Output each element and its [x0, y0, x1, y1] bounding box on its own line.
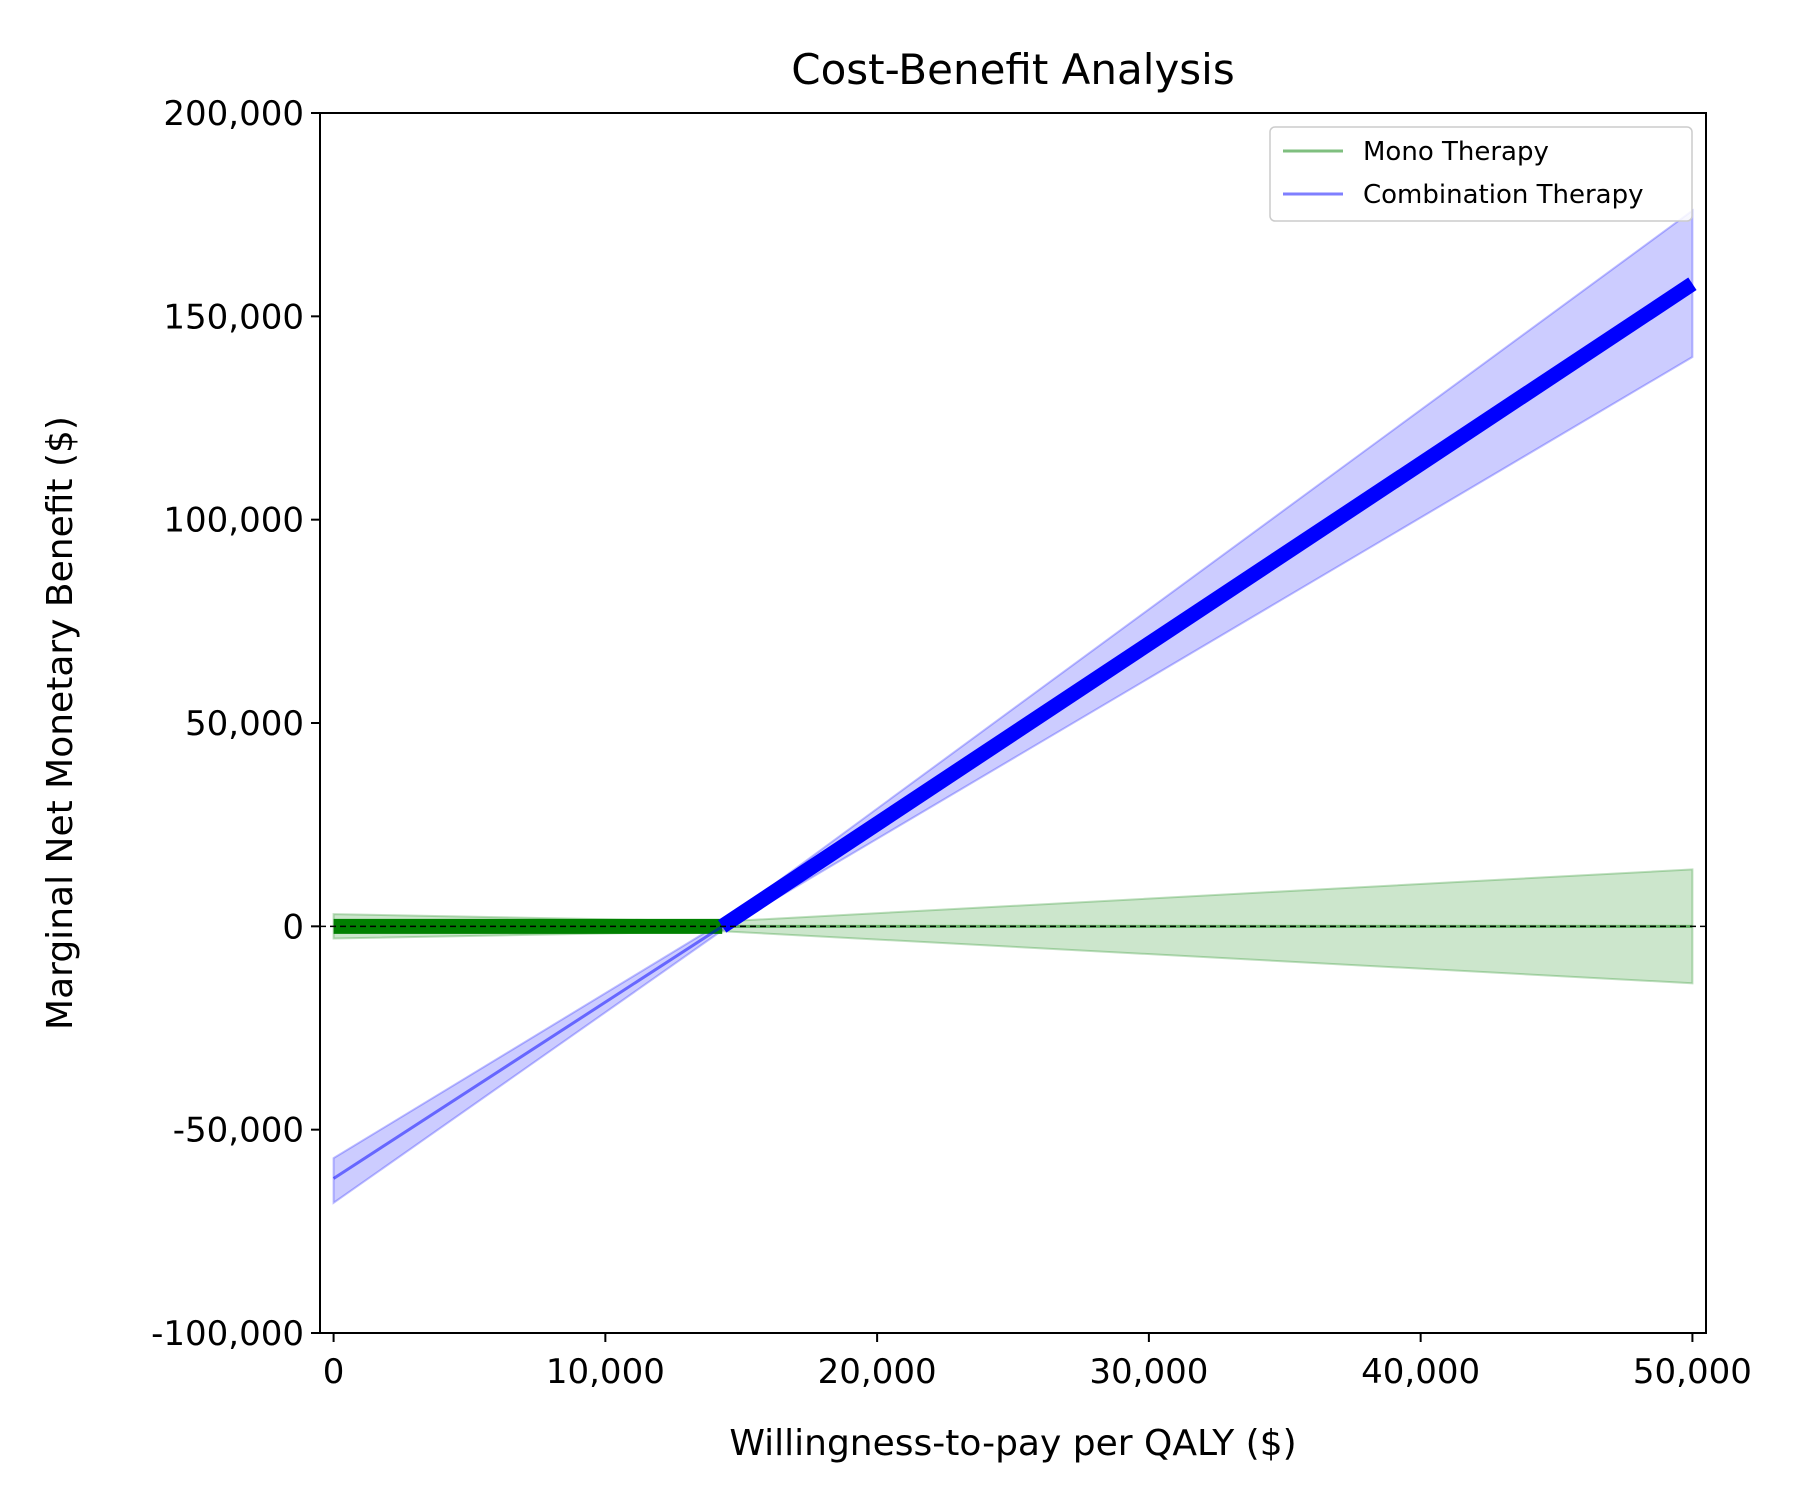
x-axis-label: Willingness-to-pay per QALY ($) [729, 1423, 1296, 1464]
x-tick-label: 20,000 [818, 1352, 937, 1392]
ci-band-combination-therapy [334, 211, 1693, 1203]
y-tick-label: -100,000 [151, 1314, 304, 1354]
legend-label-mono-therapy: Mono Therapy [1363, 137, 1549, 167]
y-tick-label: 100,000 [163, 501, 304, 541]
legend-label-combination-therapy: Combination Therapy [1363, 180, 1643, 210]
x-tick-label: 10,000 [546, 1352, 665, 1392]
x-tick-label: 0 [323, 1352, 345, 1392]
x-tick-label: 50,000 [1633, 1352, 1752, 1392]
y-tick-label: -50,000 [173, 1111, 304, 1151]
legend: Mono Therapy Combination Therapy [1270, 127, 1692, 221]
y-tick-label: 150,000 [163, 297, 304, 337]
y-axis-label: Marginal Net Monetary Benefit ($) [40, 416, 81, 1030]
chart-title: Cost-Benefit Analysis [791, 45, 1234, 94]
y-tick-label: 0 [282, 907, 304, 947]
optimal-segment-combination-therapy [722, 284, 1692, 927]
confidence-bands [334, 211, 1693, 1203]
y-tick-label: 200,000 [163, 94, 304, 134]
y-tick-label: 50,000 [185, 704, 304, 744]
x-axis: 0 10,000 20,000 30,000 40,000 50,000 [323, 1333, 1752, 1392]
x-tick-label: 30,000 [1089, 1352, 1208, 1392]
x-tick-label: 40,000 [1361, 1352, 1480, 1392]
y-axis: -100,000 -50,000 0 50,000 100,000 150,000 200,… [151, 94, 320, 1354]
